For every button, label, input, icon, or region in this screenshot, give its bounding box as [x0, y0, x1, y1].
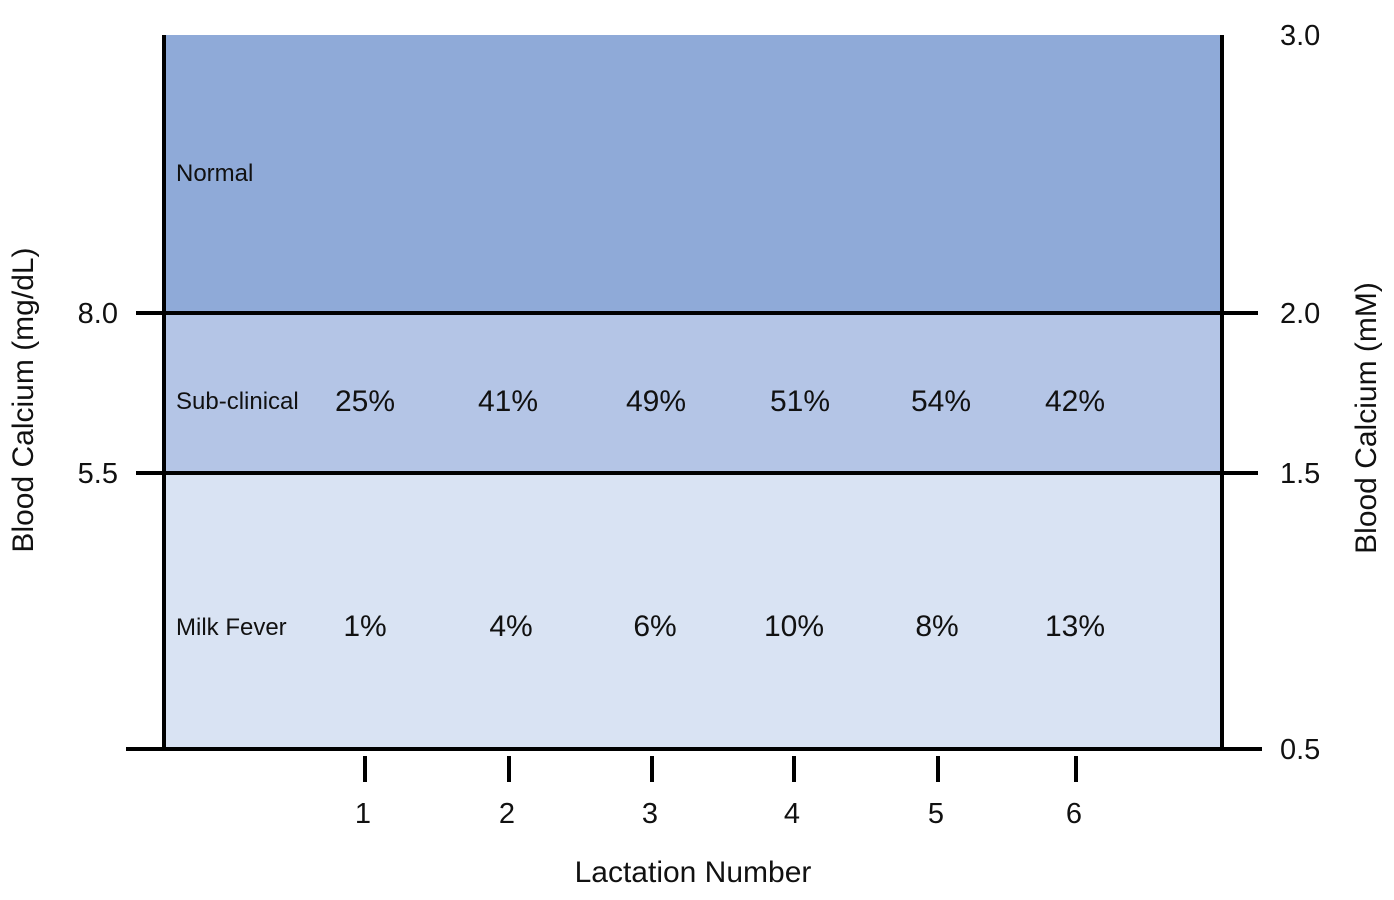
zone-label-1: Normal — [176, 160, 253, 187]
value-label-subclinical-2: 41% — [478, 385, 538, 418]
y-axis-title-left: Blood Calcium (mg/dL) — [7, 247, 40, 552]
value-label-subclinical-5: 54% — [911, 385, 971, 418]
value-label-milkfever-3: 6% — [633, 610, 676, 643]
x-tick-label-6: 6 — [1066, 798, 1082, 830]
value-label-milkfever-1: 1% — [343, 610, 386, 643]
x-tick-label-1: 1 — [355, 798, 371, 830]
zone-band-3 — [164, 473, 1222, 749]
x-tick-label-3: 3 — [642, 798, 658, 830]
value-label-milkfever-2: 4% — [489, 610, 532, 643]
right-tick-label-4: 0.5 — [1280, 734, 1320, 766]
value-label-subclinical-1: 25% — [335, 385, 395, 418]
x-tick-label-5: 5 — [928, 798, 944, 830]
tick-layer: 8.0 5.5 3.0 2.0 1.5 0.5 1 2 3 4 5 6 — [78, 20, 1321, 830]
right-tick-label-2: 2.0 — [1280, 298, 1320, 330]
plot-frame — [126, 35, 1262, 751]
zones-layer — [164, 35, 1222, 749]
x-tick-label-2: 2 — [499, 798, 515, 830]
x-tick-label-4: 4 — [784, 798, 800, 830]
value-label-milkfever-5: 8% — [915, 610, 958, 643]
right-tick-label-3: 1.5 — [1280, 458, 1320, 490]
value-label-subclinical-3: 49% — [626, 385, 686, 418]
value-label-subclinical-6: 42% — [1045, 385, 1105, 418]
zone-label-3: Milk Fever — [176, 614, 287, 641]
right-tick-label-1: 3.0 — [1280, 20, 1320, 52]
label-layer: Normal Sub-clinical Milk Fever 25% 41% 49% 51%… — [176, 160, 1105, 643]
zone-band-2 — [164, 313, 1222, 473]
value-label-subclinical-4: 51% — [770, 385, 830, 418]
left-tick-label-2: 5.5 — [78, 458, 118, 490]
y-axis-title-right: Blood Calcium (mM) — [1350, 282, 1383, 554]
x-axis-title: Lactation Number — [575, 856, 812, 889]
value-label-milkfever-6: 13% — [1045, 610, 1105, 643]
zone-label-2: Sub-clinical — [176, 388, 299, 415]
value-label-milkfever-4: 10% — [764, 610, 824, 643]
zone-band-1 — [164, 35, 1222, 313]
left-tick-label-1: 8.0 — [78, 298, 118, 330]
